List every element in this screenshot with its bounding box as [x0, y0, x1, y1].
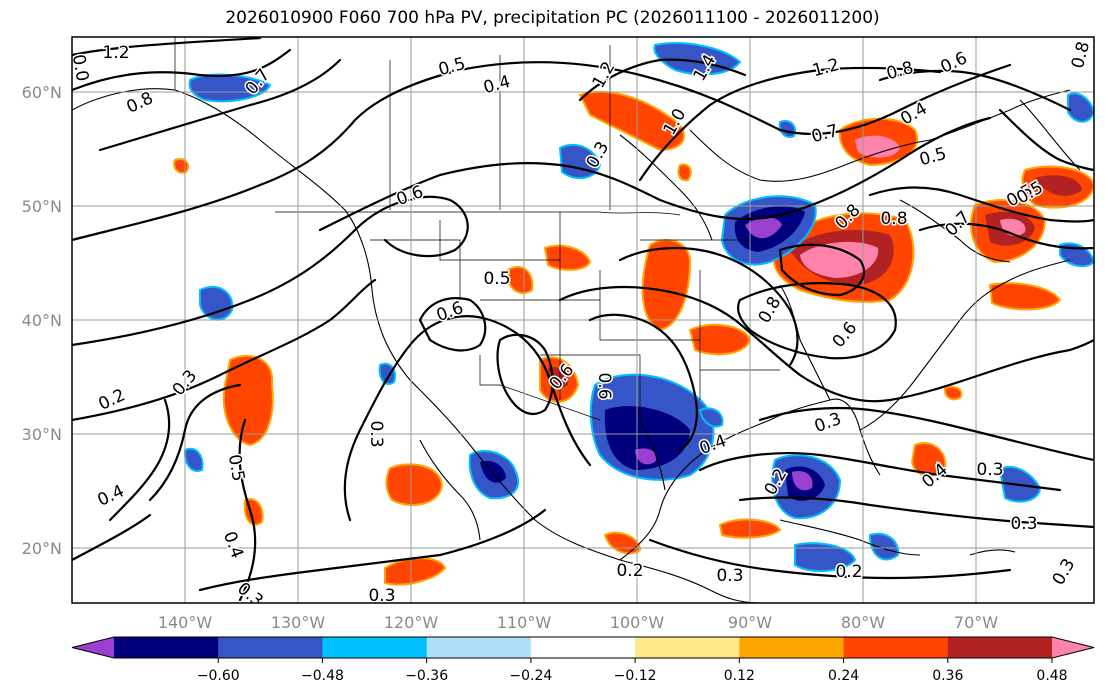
pv-contour-label: 0.2	[616, 561, 643, 581]
lon-label: 90°W	[728, 613, 772, 632]
colorbar-tick-label: −0.12	[614, 668, 657, 684]
pv-contour-label: 0.0	[68, 53, 92, 83]
colorbar-segment	[322, 637, 428, 658]
lat-label: 60°N	[22, 83, 62, 102]
lat-label: 20°N	[22, 539, 62, 558]
plot-frame	[71, 36, 1095, 604]
pv-contour-label: 0.3	[366, 420, 386, 447]
pv-contour-label: 0.3	[368, 586, 395, 606]
colorbar-tick-label: 0.12	[724, 668, 755, 684]
colorbar-tick-label: 0.36	[932, 668, 963, 684]
pv-contour-label: 0.3	[976, 460, 1003, 480]
colorbar-tick-label: 0.48	[1036, 668, 1067, 684]
pv-contour-label: 0.5	[483, 269, 510, 289]
precip-anomaly-fill	[173, 42, 1094, 586]
pv-contour-label: 0.8	[880, 209, 907, 229]
colorbar-outline	[71, 636, 1095, 659]
colorbar-segment	[739, 637, 845, 658]
pv-contours	[72, 37, 1094, 602]
colorbar-tick-label: −0.24	[509, 668, 552, 684]
lat-label: 30°N	[22, 425, 62, 444]
colorbar-tick-label: −0.48	[301, 668, 344, 684]
pv-contour-label: 0.2	[835, 562, 862, 582]
colorbar-tick-label: −0.60	[197, 668, 240, 684]
lon-label: 140°W	[158, 613, 213, 632]
lat-label: 40°N	[22, 311, 62, 330]
colorbar-segment	[114, 637, 219, 658]
lat-label: 50°N	[22, 197, 62, 216]
latitude-labels: 60°N 50°N 40°N 30°N 20°N	[22, 83, 62, 558]
lon-label: 130°W	[271, 613, 326, 632]
colorbar-segment	[843, 637, 949, 658]
pv-contour-label: 0.3	[716, 566, 743, 586]
pv-contour-label: 1.2	[102, 43, 129, 63]
pv-contour-label: 0.5	[224, 453, 248, 483]
lon-label: 110°W	[497, 613, 552, 632]
colorbar-tick-label: −0.36	[405, 668, 448, 684]
colorbar-segment	[218, 637, 323, 658]
colorbar-segment	[947, 637, 1053, 658]
colorbar-segment	[530, 637, 636, 658]
colorbar-segment	[635, 637, 740, 658]
colorbar: −0.60 −0.48 −0.36 −0.24 −0.12 0.12 0.24 0.36 0.4…	[71, 636, 1095, 684]
lon-label: 100°W	[610, 613, 665, 632]
map-title: 2026010900 F060 700 hPa PV, precipitatio…	[225, 8, 880, 28]
colorbar-segment	[426, 637, 532, 658]
lon-label: 80°W	[841, 613, 885, 632]
longitude-labels: 140°W 130°W 120°W 110°W 100°W 90°W 80°W …	[158, 613, 998, 632]
colorbar-tick-label: 0.24	[828, 668, 859, 684]
colorbar-extend-high	[1052, 637, 1094, 658]
colorbar-extend-low	[72, 637, 114, 658]
pv-contour-label: 0.6	[594, 372, 614, 399]
pv-contour-label: 0.3	[1010, 514, 1037, 534]
lon-label: 120°W	[384, 613, 439, 632]
lon-label: 70°W	[954, 613, 998, 632]
